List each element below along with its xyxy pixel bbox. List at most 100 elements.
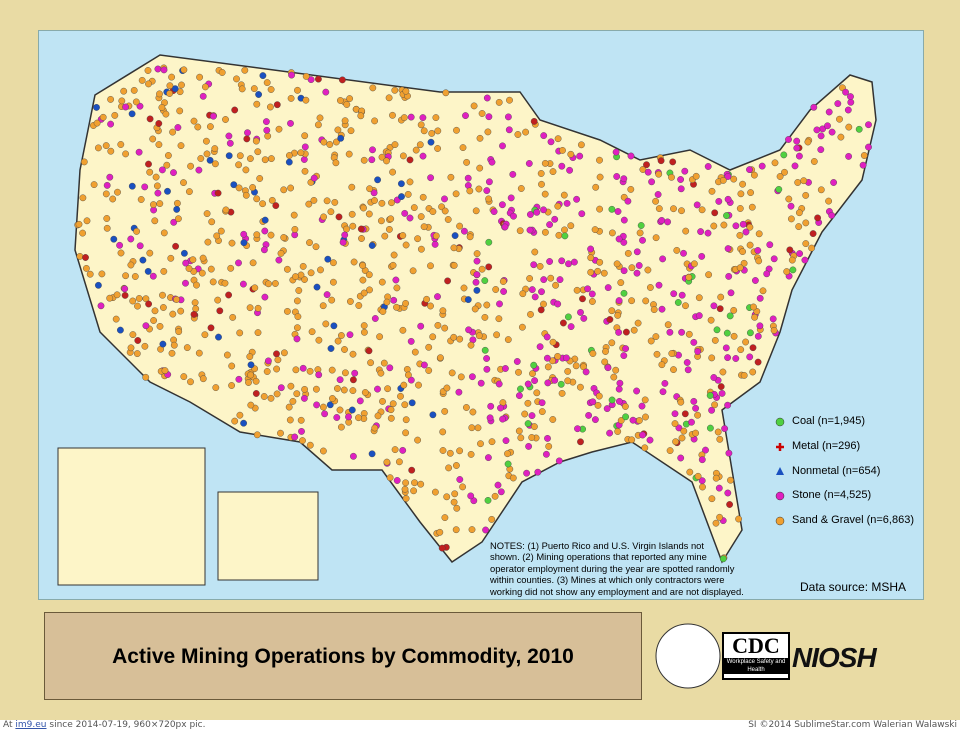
mine-dot (255, 91, 263, 98)
mine-dot (410, 204, 418, 212)
mine-dot (293, 335, 301, 343)
mine-dot (692, 172, 700, 180)
mine-dot (204, 238, 212, 246)
mine-dot (577, 383, 584, 391)
mine-dot (336, 376, 344, 384)
mine-dot (197, 155, 205, 162)
mine-dot (299, 437, 306, 444)
note-line: within counties. (3) Mines at which only… (490, 574, 725, 586)
mine-dot (240, 419, 248, 427)
mine-dot (443, 384, 451, 392)
mine-dot (80, 158, 88, 166)
alaska-inset (57, 447, 206, 586)
mine-dot (203, 210, 211, 218)
mine-dot (483, 301, 491, 309)
mine-dot (578, 210, 586, 218)
mine-dot (711, 401, 718, 409)
mine-dot (259, 72, 267, 80)
mine-dot (386, 474, 394, 482)
mine-dot (517, 185, 525, 192)
mine-dot (488, 158, 496, 166)
mine-dot (178, 81, 185, 89)
mine-dot (478, 265, 486, 273)
mine-dot (639, 431, 646, 439)
mine-dot (164, 152, 172, 159)
mine-dot (845, 152, 852, 160)
mine-dot (740, 371, 748, 379)
mine-dot (652, 234, 660, 242)
mine-dot (275, 256, 283, 264)
mine-dot (746, 241, 754, 249)
mine-dot (439, 428, 447, 436)
mine-dot (478, 110, 486, 117)
mine-dot (389, 168, 396, 176)
mine-dot (170, 218, 178, 226)
mine-dot (277, 384, 285, 392)
mine-dot (379, 397, 386, 405)
mine-dot (366, 185, 373, 193)
mine-dot (528, 412, 536, 419)
mine-dot (588, 290, 596, 298)
mine-dot (351, 369, 359, 377)
mine-dot (453, 504, 461, 512)
mine-dot (107, 147, 115, 155)
mine-dot (195, 349, 203, 357)
legend-marker (775, 516, 785, 526)
mine-dot (721, 425, 728, 432)
mine-dot (455, 388, 463, 396)
mine-dot (444, 216, 452, 223)
mine-dot (450, 261, 458, 269)
mine-dot (628, 297, 635, 305)
mine-dot (677, 176, 684, 183)
mine-dot (169, 128, 177, 136)
mine-dot (624, 197, 632, 205)
mine-dot (633, 269, 641, 277)
mine-dot (420, 223, 428, 231)
mine-dot (543, 450, 550, 458)
mine-dot (301, 132, 309, 140)
mine-dot (450, 498, 458, 506)
mine-dot (374, 176, 381, 184)
mine-dot (153, 182, 161, 190)
mine-dot (121, 291, 129, 299)
mine-dot (538, 180, 545, 188)
mine-dot (417, 213, 425, 221)
mine-dot (825, 108, 833, 116)
mine-dot (134, 302, 141, 310)
mine-dot (131, 273, 139, 280)
mine-dot (343, 225, 350, 233)
mine-dot (144, 267, 152, 275)
mine-dot (135, 148, 143, 156)
mine-dot (293, 390, 301, 398)
mine-dot (810, 103, 818, 111)
mine-dot (127, 344, 135, 352)
legend-entry: Stone (n=4,525) (792, 489, 872, 501)
mine-dot (294, 313, 302, 320)
mine-dot (235, 161, 243, 169)
mine-dot (434, 293, 441, 300)
mine-dot (517, 434, 525, 442)
mine-dot (541, 159, 549, 167)
mine-dot (683, 359, 691, 366)
mine-dot (315, 371, 323, 379)
mine-dot (589, 298, 596, 305)
mine-dot (313, 401, 320, 409)
mine-dot (390, 251, 398, 259)
mine-dot (515, 368, 522, 376)
mine-dot (477, 440, 484, 448)
mine-dot (151, 217, 159, 225)
mine-dot (136, 102, 144, 110)
mine-dot (609, 229, 616, 237)
legend-marker (776, 443, 784, 451)
mine-dot (132, 98, 140, 106)
mine-dot (624, 249, 632, 257)
mine-dot (322, 88, 330, 96)
mine-dot (614, 428, 622, 435)
mine-dot (245, 379, 252, 386)
mine-dot (530, 118, 538, 125)
mine-dot (168, 349, 176, 357)
footer-link[interactable]: im9.eu (15, 720, 47, 730)
mine-dot (149, 135, 157, 143)
mine-dot (327, 208, 335, 216)
mine-dot (331, 198, 339, 206)
